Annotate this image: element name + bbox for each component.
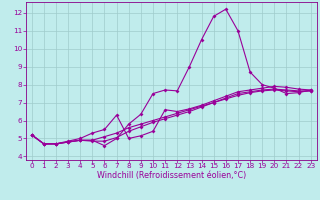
X-axis label: Windchill (Refroidissement éolien,°C): Windchill (Refroidissement éolien,°C): [97, 171, 246, 180]
